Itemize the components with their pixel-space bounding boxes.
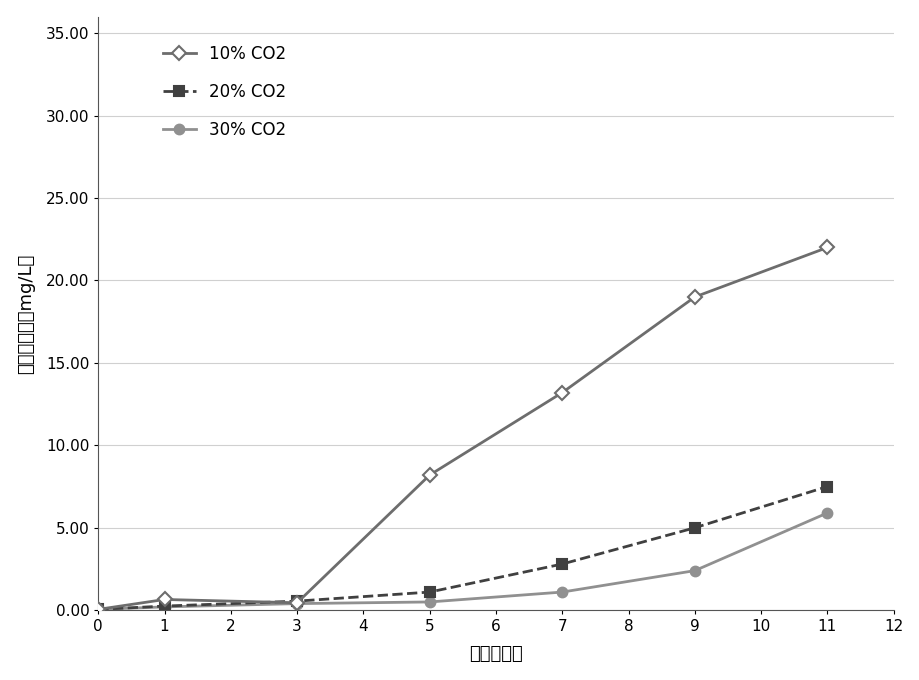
20% CO2: [93, 605, 104, 613]
10% CO2: [291, 598, 302, 607]
20% CO2: [821, 483, 832, 491]
20% CO2: [688, 524, 699, 532]
30% CO2: [424, 598, 435, 606]
10% CO2: [821, 243, 832, 252]
Line: 30% CO2: 30% CO2: [94, 508, 832, 614]
10% CO2: [688, 293, 699, 301]
30% CO2: [93, 605, 104, 613]
30% CO2: [159, 602, 170, 611]
10% CO2: [556, 388, 567, 396]
Y-axis label: 类胡萝卜素（mg/L）: 类胡萝卜素（mg/L）: [17, 254, 35, 373]
20% CO2: [159, 602, 170, 610]
10% CO2: [93, 605, 104, 613]
10% CO2: [159, 596, 170, 604]
Line: 10% CO2: 10% CO2: [94, 243, 832, 614]
30% CO2: [821, 509, 832, 517]
Legend: 10% CO2, 20% CO2, 30% CO2: 10% CO2, 20% CO2, 30% CO2: [154, 37, 294, 148]
20% CO2: [291, 597, 302, 605]
20% CO2: [556, 560, 567, 568]
X-axis label: 时间（天）: 时间（天）: [469, 645, 522, 663]
Line: 20% CO2: 20% CO2: [94, 481, 832, 614]
30% CO2: [291, 600, 302, 608]
20% CO2: [424, 588, 435, 596]
30% CO2: [688, 566, 699, 575]
30% CO2: [556, 588, 567, 596]
10% CO2: [424, 471, 435, 479]
